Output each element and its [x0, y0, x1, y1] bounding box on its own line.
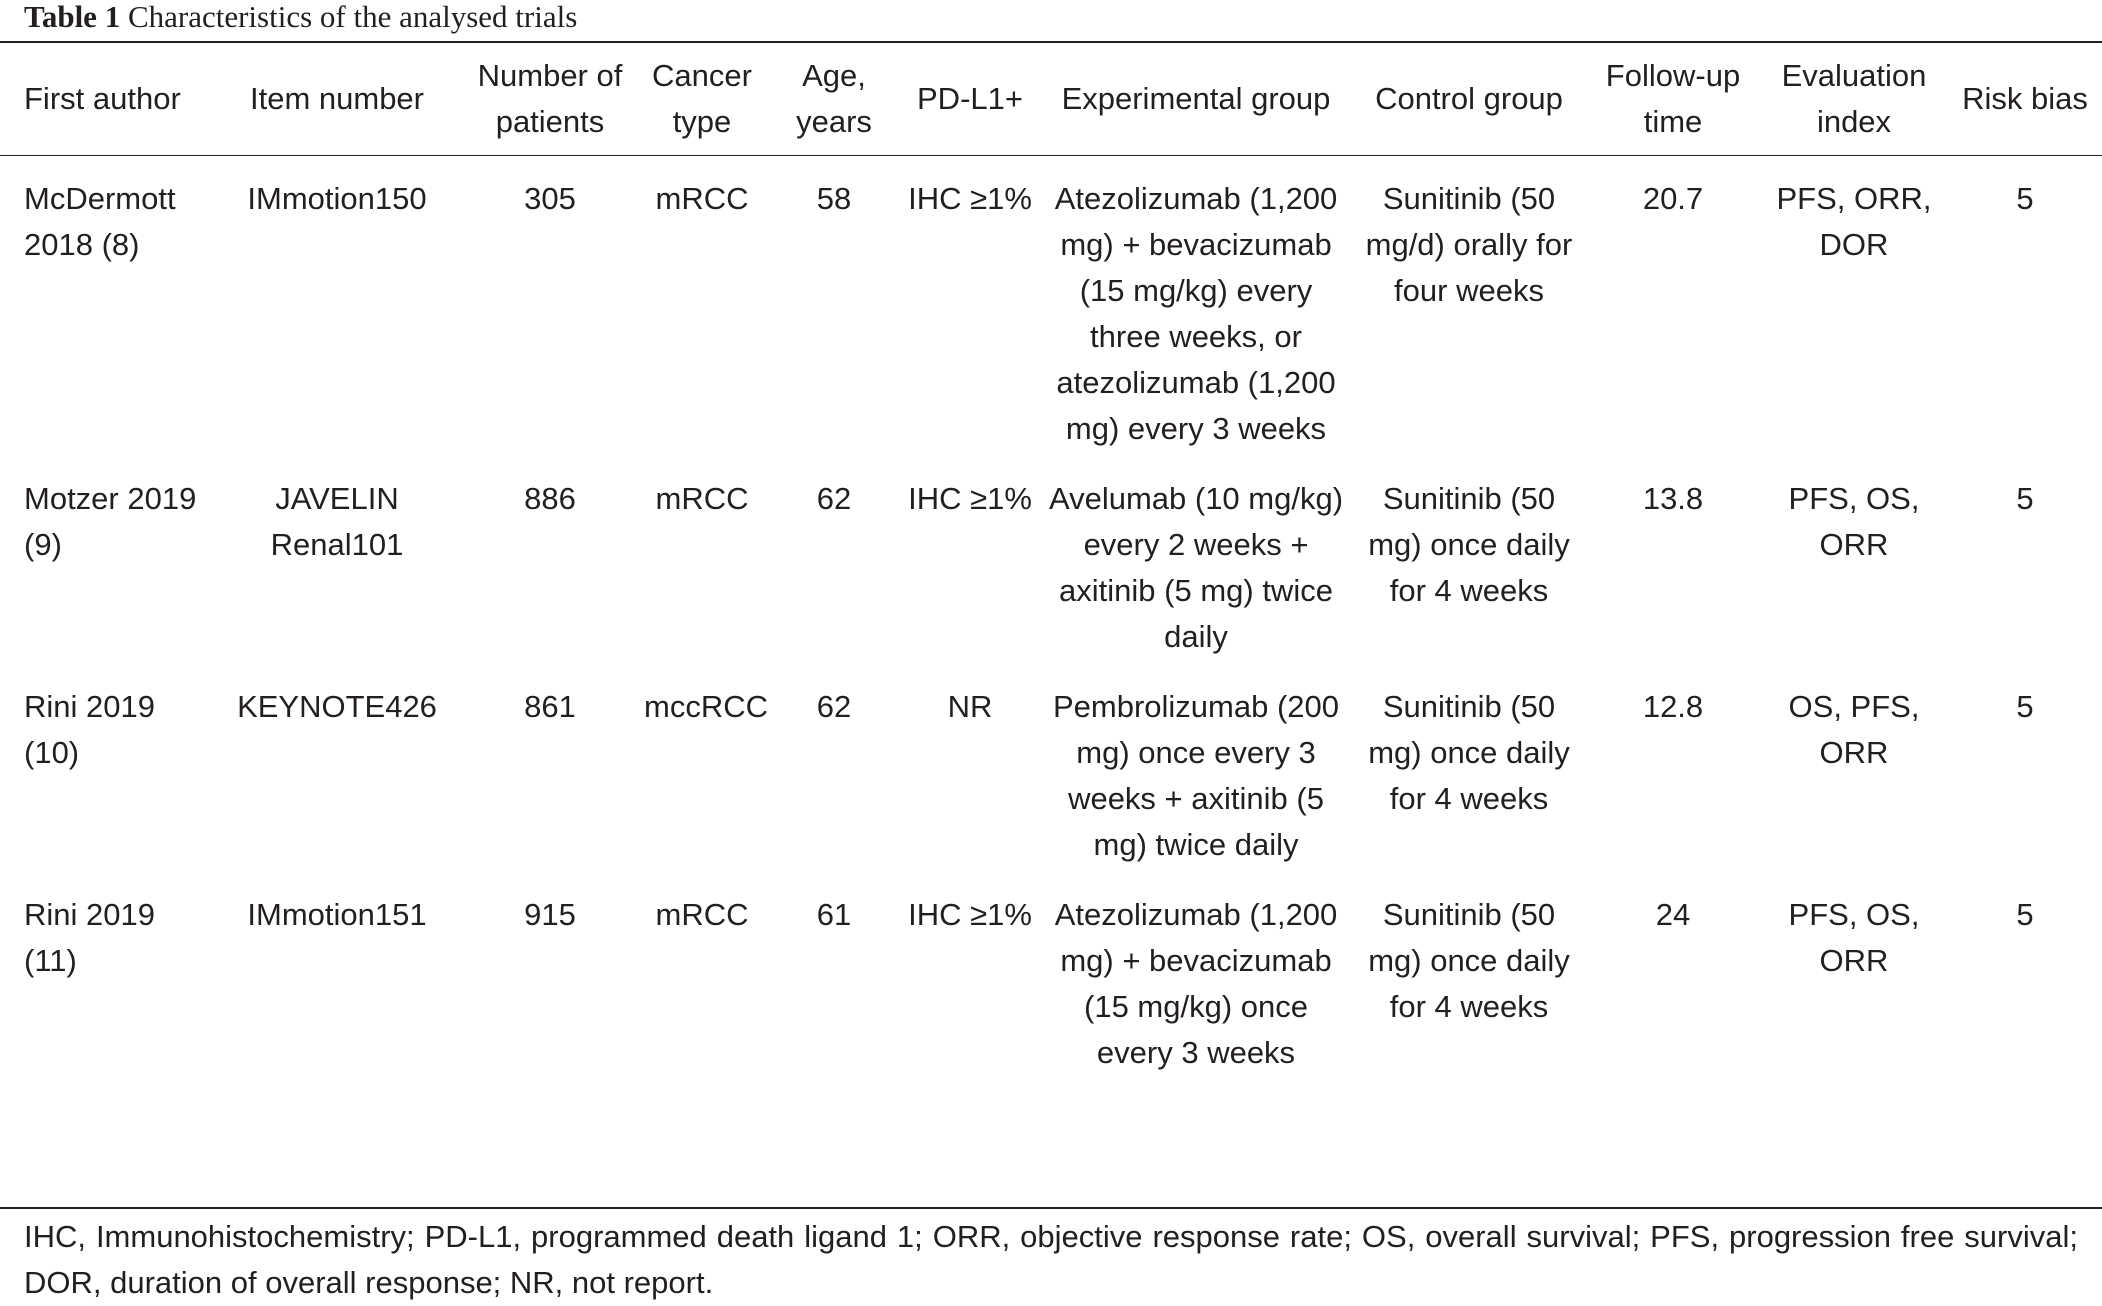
- cell-evaluation-index: OS, PFS, ORR: [1788, 689, 1920, 770]
- cell-pd-l1: IHC ≥1%: [908, 181, 1032, 216]
- table-row: Rini 2019 (11) IMmotion151 915 mRCC 61 I…: [0, 880, 2102, 1088]
- cell-age: 62: [816, 689, 852, 724]
- table-caption: Table 1 Characteristics of the analysed …: [24, 0, 577, 40]
- cell-number-of-patients: 915: [524, 897, 576, 932]
- table-row: Motzer 2019 (9) JAVELIN Renal101 886 mRC…: [0, 464, 2102, 672]
- cell-cancer-type: mRCC: [655, 481, 749, 516]
- cell-evaluation-index: PFS, OS, ORR: [1788, 897, 1920, 978]
- column-header: Age, years: [796, 58, 872, 139]
- cell-risk-bias: 5: [2016, 897, 2034, 932]
- cell-experimental-group: Atezolizumab (1,200 mg) + bevacizumab (1…: [1054, 897, 1338, 1070]
- cell-first-author: Motzer 2019 (9): [24, 481, 197, 562]
- column-header: Experimental group: [1061, 81, 1331, 116]
- cell-evaluation-index: PFS, OS, ORR: [1788, 481, 1920, 562]
- top-rule: [0, 41, 2102, 43]
- cell-cancer-type: mccRCC: [644, 689, 768, 724]
- cell-age: 62: [816, 481, 852, 516]
- cell-risk-bias: 5: [2016, 689, 2034, 724]
- table-footnote: IHC, Immunohistochemistry; PD-L1, progra…: [24, 1219, 2078, 1300]
- cell-number-of-patients: 861: [524, 689, 576, 724]
- cell-follow-up-time: 13.8: [1642, 481, 1704, 516]
- table-row: Rini 2019 (10) KEYNOTE426 861 mccRCC 62 …: [0, 672, 2102, 880]
- cell-follow-up-time: 24: [1655, 897, 1691, 932]
- cell-cancer-type: mRCC: [655, 897, 749, 932]
- column-header: Risk bias: [1962, 81, 2088, 116]
- cell-item-number: IMmotion151: [247, 897, 427, 932]
- cell-first-author: Rini 2019 (11): [24, 897, 155, 978]
- trials-table: First author Item number Number of patie…: [0, 44, 2102, 1088]
- column-header: Cancer type: [652, 58, 752, 139]
- cell-pd-l1: IHC ≥1%: [908, 481, 1032, 516]
- cell-experimental-group: Atezolizumab (1,200 mg) + bevacizumab (1…: [1054, 181, 1338, 446]
- cell-control-group: Sunitinib (50 mg/d) orally for four week…: [1365, 181, 1573, 308]
- column-header: Follow-up time: [1605, 58, 1741, 139]
- cell-item-number: IMmotion150: [247, 181, 427, 216]
- cell-control-group: Sunitinib (50 mg) once daily for 4 weeks: [1368, 689, 1570, 816]
- cell-item-number: JAVELIN Renal101: [270, 481, 404, 562]
- cell-risk-bias: 5: [2016, 181, 2034, 216]
- cell-experimental-group: Avelumab (10 mg/kg) every 2 weeks + axit…: [1048, 481, 1344, 654]
- table-row: McDermott 2018 (8) IMmotion150 305 mRCC …: [0, 156, 2102, 464]
- cell-pd-l1: IHC ≥1%: [908, 897, 1032, 932]
- column-header: Evaluation index: [1781, 58, 1927, 139]
- table-caption-text: Characteristics of the analysed trials: [127, 0, 578, 34]
- cell-follow-up-time: 20.7: [1642, 181, 1704, 216]
- cell-control-group: Sunitinib (50 mg) once daily for 4 weeks: [1368, 481, 1570, 608]
- table-header-row: First author Item number Number of patie…: [0, 44, 2102, 156]
- cell-risk-bias: 5: [2016, 481, 2034, 516]
- cell-first-author: Rini 2019 (10): [24, 689, 155, 770]
- column-header: Number of patients: [477, 58, 623, 139]
- cell-number-of-patients: 886: [524, 481, 576, 516]
- cell-follow-up-time: 12.8: [1642, 689, 1704, 724]
- column-header: PD-L1+: [917, 81, 1023, 116]
- header-rule: [0, 155, 2102, 156]
- column-header: Control group: [1375, 81, 1563, 116]
- cell-control-group: Sunitinib (50 mg) once daily for 4 weeks: [1368, 897, 1570, 1024]
- cell-pd-l1: NR: [947, 689, 993, 724]
- cell-first-author: McDermott 2018 (8): [24, 181, 176, 262]
- bottom-rule: [0, 1207, 2102, 1209]
- cell-number-of-patients: 305: [524, 181, 576, 216]
- cell-age: 61: [816, 897, 852, 932]
- cell-age: 58: [816, 181, 852, 216]
- cell-item-number: KEYNOTE426: [237, 689, 437, 724]
- table-caption-label: Table 1: [24, 0, 121, 34]
- cell-evaluation-index: PFS, ORR, DOR: [1776, 181, 1932, 262]
- column-header: Item number: [249, 81, 424, 116]
- column-header: First author: [24, 81, 181, 116]
- cell-cancer-type: mRCC: [655, 181, 749, 216]
- cell-experimental-group: Pembrolizumab (200 mg) once every 3 week…: [1052, 689, 1340, 862]
